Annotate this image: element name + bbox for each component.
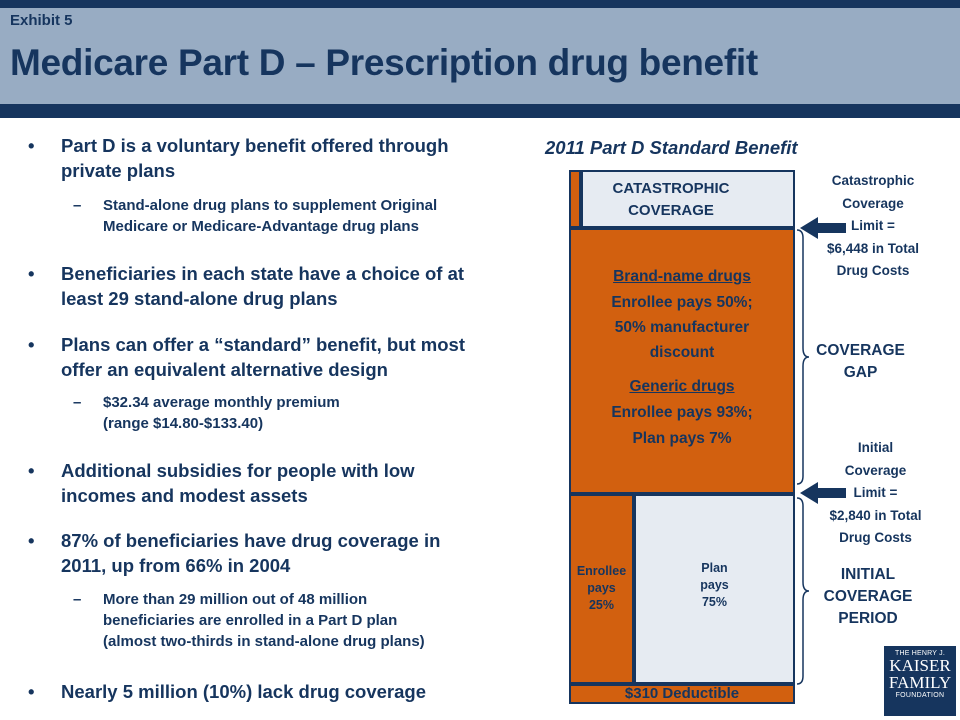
diagram-title: 2011 Part D Standard Benefit <box>545 137 798 158</box>
bullet-item: • Part D is a voluntary benefit offered … <box>28 135 449 181</box>
coverage-gap-label: COVERAGE GAP <box>816 342 905 381</box>
coverage-gap-box <box>569 228 795 494</box>
enrollee-share-box <box>569 494 634 684</box>
kff-logo: THE HENRY J. KAISER FAMILY FOUNDATION <box>884 646 956 716</box>
generic-line: Plan pays 7% <box>632 430 732 447</box>
bullet-dot-icon: • <box>28 135 35 156</box>
brand-name-heading: Brand-name drugs <box>613 268 751 285</box>
bullet-dot-icon: • <box>28 460 35 481</box>
dash-icon: – <box>73 394 82 411</box>
bullet-item: • 87% of beneficiaries have drug coverag… <box>28 530 441 576</box>
coverage-gap-brace-icon <box>796 229 810 485</box>
bullet-item: • Nearly 5 million (10%) lack drug cover… <box>28 681 427 702</box>
header-band <box>0 8 960 104</box>
generic-line: Enrollee pays 93%; <box>611 404 753 421</box>
deductible-label: $310 Deductible <box>624 685 740 702</box>
bullet-item: • Plans can offer a “standard” benefit, … <box>28 334 465 380</box>
sub-bullet-item: – $32.34 average monthly premium (range … <box>73 394 340 432</box>
deductible-box <box>569 684 795 704</box>
sub-bullet-item: – Stand-alone drug plans to supplement O… <box>73 197 438 235</box>
bullet-dot-icon: • <box>28 530 35 551</box>
initial-limit-label: Initial Coverage Limit = $2,840 in Total… <box>829 440 922 545</box>
catastrophic-box <box>581 170 795 228</box>
catastrophic-limit-arrow-icon <box>800 217 846 239</box>
bullet-item: • Additional subsidies for people with l… <box>28 460 415 506</box>
initial-limit-arrow-icon <box>800 482 846 504</box>
enrollee-share-label: Enrollee pays 25% <box>576 564 627 612</box>
brand-line: discount <box>649 344 715 361</box>
catastrophic-label: CATASTROPHIC COVERAGE <box>612 180 730 219</box>
brand-line: Enrollee pays 50%; <box>611 294 753 311</box>
plan-share-label: Plan pays 75% <box>700 561 729 609</box>
initial-period-brace-icon <box>796 497 810 685</box>
catastrophic-enrollee-strip <box>569 170 581 228</box>
generic-heading: Generic drugs <box>629 378 735 395</box>
bullet-item: • Beneficiaries in each state have a cho… <box>28 263 465 309</box>
dash-icon: – <box>73 591 82 608</box>
plan-share-box <box>634 494 795 684</box>
brand-line: 50% manufacturer <box>614 319 750 336</box>
initial-period-label: INITIAL COVERAGE PERIOD <box>823 566 913 627</box>
bullet-dot-icon: • <box>28 681 35 702</box>
bullet-dot-icon: • <box>28 263 35 284</box>
sub-bullet-item: – More than 29 million out of 48 million… <box>73 591 425 650</box>
exhibit-label: Exhibit 5 <box>10 12 73 29</box>
page-title: Medicare Part D – Prescription drug bene… <box>10 42 758 83</box>
top-bar <box>0 0 960 8</box>
dash-icon: – <box>73 197 82 214</box>
bullet-dot-icon: • <box>28 334 35 355</box>
catastrophic-limit-label: Catastrophic Coverage Limit = $6,448 in … <box>826 173 920 278</box>
header-divider <box>0 104 960 118</box>
